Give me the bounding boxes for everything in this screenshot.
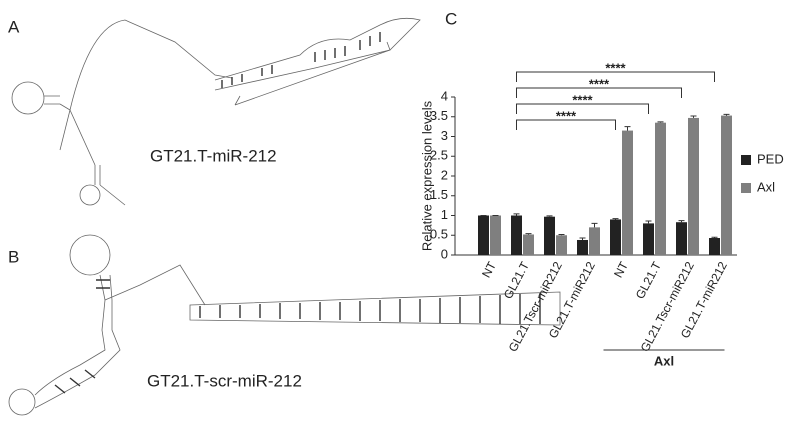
- error-bar: [513, 213, 520, 216]
- significance-label: ****: [572, 92, 593, 107]
- group-label: Axl: [654, 353, 674, 368]
- error-bar: [711, 236, 718, 239]
- error-bar: [624, 126, 631, 131]
- significance-bracket: [516, 71, 715, 82]
- error-bar: [591, 222, 598, 228]
- y-tick-label: 0: [441, 246, 448, 261]
- error-bar: [690, 115, 697, 118]
- error-bar: [546, 215, 553, 217]
- y-tick-label: 3.5: [430, 108, 448, 123]
- significance-label: ****: [556, 108, 577, 123]
- significance-bracket: [516, 87, 682, 98]
- bar: [577, 239, 588, 255]
- error-bar: [657, 121, 664, 123]
- bar: [676, 222, 687, 255]
- bar: [523, 234, 534, 255]
- rna-structure-b: [8, 234, 561, 416]
- significance-label: ****: [589, 76, 610, 91]
- y-tick-label: 2.5: [430, 148, 448, 163]
- significance-bracket: [516, 119, 616, 130]
- legend-swatch: [741, 183, 751, 193]
- bar: [688, 117, 699, 255]
- y-tick-label: 0.5: [430, 227, 448, 242]
- significance-label: ****: [605, 60, 626, 75]
- significance-bracket: [516, 103, 649, 114]
- legend-swatch: [741, 155, 751, 165]
- structure-caption: GT21.T-scr-miR-212: [147, 371, 302, 390]
- panel-label: B: [8, 247, 19, 266]
- y-tick-label: 3: [441, 128, 448, 143]
- y-tick-label: 4: [441, 88, 448, 103]
- legend-label: Axl: [757, 179, 775, 194]
- bar: [589, 227, 600, 255]
- panel-label: C: [445, 9, 457, 28]
- bar: [511, 215, 522, 255]
- bar-chart: 0 0.5 1 1.5 2 2.5 3 3.5 4 Relative expression lev…: [419, 60, 783, 368]
- bar: [721, 115, 732, 255]
- bar: [478, 215, 489, 255]
- error-bar: [678, 220, 685, 223]
- structure-caption: GT21.T-miR-212: [150, 146, 277, 165]
- y-tick-label: 1.5: [430, 187, 448, 202]
- bar: [610, 219, 621, 255]
- bar: [709, 238, 720, 255]
- legend-label: PED: [757, 151, 784, 166]
- x-tick-label: GL21.T: [501, 259, 532, 301]
- rna-structure-a: [11, 17, 421, 206]
- bar: [490, 215, 501, 255]
- y-axis-label: Relative expression levels: [419, 100, 434, 251]
- panel-label: A: [8, 17, 20, 36]
- error-bar: [525, 233, 532, 235]
- error-bar: [612, 218, 619, 220]
- error-bar: [558, 233, 565, 236]
- x-tick-label: NT: [479, 259, 499, 280]
- bar: [556, 235, 567, 255]
- x-tick-label: GL21.T: [633, 259, 664, 301]
- bar: [655, 122, 666, 255]
- error-bar: [723, 113, 730, 116]
- bar: [544, 216, 555, 255]
- bar: [622, 130, 633, 255]
- error-bar: [579, 237, 586, 240]
- error-bar: [645, 220, 652, 224]
- bar: [643, 223, 654, 255]
- y-tick-label: 1: [441, 207, 448, 222]
- y-tick-label: 2: [441, 167, 448, 182]
- x-tick-label: NT: [611, 259, 631, 280]
